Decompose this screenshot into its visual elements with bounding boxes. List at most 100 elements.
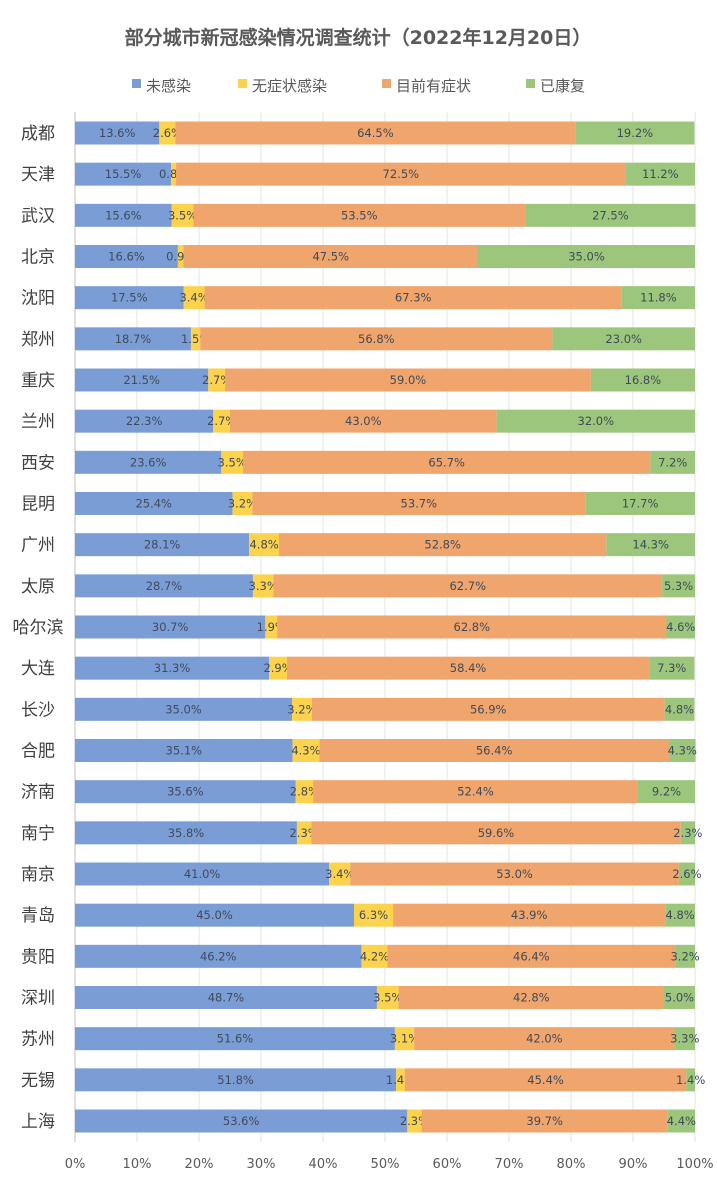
category-label: 郑州 [21,330,55,350]
data-label: 4.6% [666,620,695,634]
bar-segment [159,121,176,145]
data-label: 4.4% [667,1114,696,1128]
bar-segment [625,162,695,186]
data-label: 2.9% [263,661,292,675]
data-label: 58.4% [450,661,487,675]
bar-segment [329,862,351,886]
data-label: 56.9% [470,702,507,716]
bar-segment [650,450,695,474]
bar-segment [269,656,288,680]
bar-segment [361,944,388,968]
data-label: 15.6% [105,208,142,222]
data-label: 4.3% [668,744,697,758]
data-label: 53.5% [341,208,378,222]
data-label: 14.3% [632,538,669,552]
bar-segment [637,780,695,804]
x-tick-label: 0% [65,1157,86,1172]
bar-segment [75,327,191,351]
data-label: 6.3% [359,908,388,922]
bar-segment [277,615,667,639]
data-label: 2.7% [207,414,236,428]
data-label: 53.6% [223,1114,260,1128]
category-label: 沈阳 [21,289,55,309]
bar-segment [75,1109,408,1133]
category-label: 青岛 [21,906,55,926]
data-label: 46.2% [200,949,237,963]
bar-segment [171,203,194,227]
bar-segment [311,821,681,845]
data-label: 16.6% [108,250,145,264]
data-label: 72.5% [383,167,420,181]
bar-segment [252,492,586,515]
x-tick-label: 90% [619,1157,648,1172]
bar-segment [75,245,178,268]
data-label: 7.2% [658,455,687,469]
x-tick-label: 70% [495,1157,524,1172]
data-label: 3.1% [390,1032,419,1046]
bar-segment [225,368,591,392]
bar-segment [75,615,266,639]
x-axis-ticks: 0% 10% 20% 30% 40% 50% 60% 70% 80% 90% 100% [65,1157,714,1172]
data-label: 2.6% [672,867,701,881]
data-label: 35.6% [167,785,204,799]
data-label: 5.0% [665,991,694,1005]
category-label: 长沙 [21,700,55,720]
legend-swatch [132,79,141,88]
bar-segment [590,368,695,392]
bar-segment [265,615,278,639]
bar-segment [662,574,695,598]
bar-segment [496,409,695,433]
bar-segment [193,203,526,227]
bar-segment [398,986,664,1009]
bar-segment [252,574,274,598]
data-label: 67.3% [395,291,432,305]
bar-segment [421,1109,668,1133]
bar-segment [75,574,253,598]
data-label: 17.5% [111,291,148,305]
data-label: 4.3% [291,744,320,758]
category-label: 大连 [21,659,55,679]
data-label: 35.0% [165,702,202,716]
data-label: 52.8% [424,538,461,552]
x-tick-label: 100% [676,1157,713,1172]
data-label: 56.4% [476,744,513,758]
bar-segment [243,450,651,474]
data-label: 2.3% [673,826,702,840]
data-label: 53.7% [401,497,438,511]
bar-segment [296,821,312,845]
data-label: 48.7% [208,991,245,1005]
bar-segment [295,780,314,804]
bar-segment [350,862,679,886]
data-label: 62.7% [449,579,486,593]
category-label: 上海 [21,1112,55,1132]
bar-segment [478,245,695,268]
category-label: 西安 [21,453,55,473]
bar-segment [376,986,399,1009]
bar-segment [606,533,695,557]
category-label: 武汉 [21,206,55,226]
bar-segment [649,656,695,680]
bar-segment [75,986,377,1009]
category-label: 太原 [21,577,55,597]
bar-segment [525,203,696,227]
bar-segment [75,821,297,845]
bar-segment [396,1068,405,1092]
bar-segment [230,409,497,433]
bar-segment [176,162,626,186]
bar-segment [75,368,209,392]
bar-segment [674,1027,695,1051]
bar-segment [292,739,320,762]
data-label: 3.2% [287,702,316,716]
data-label: 59.0% [390,373,427,387]
data-label: 13.6% [99,126,136,140]
data-label: 30.7% [152,620,189,634]
legend: 未感染 无症状感染 目前有症状 已康复 [132,77,585,95]
category-label: 天津 [21,165,55,185]
category-label: 深圳 [21,989,55,1009]
data-label: 11.2% [642,167,679,181]
data-label: 2.6% [153,126,182,140]
data-label: 45.4% [527,1073,564,1087]
bar-segment [404,1068,687,1092]
bar-segment [232,492,253,515]
